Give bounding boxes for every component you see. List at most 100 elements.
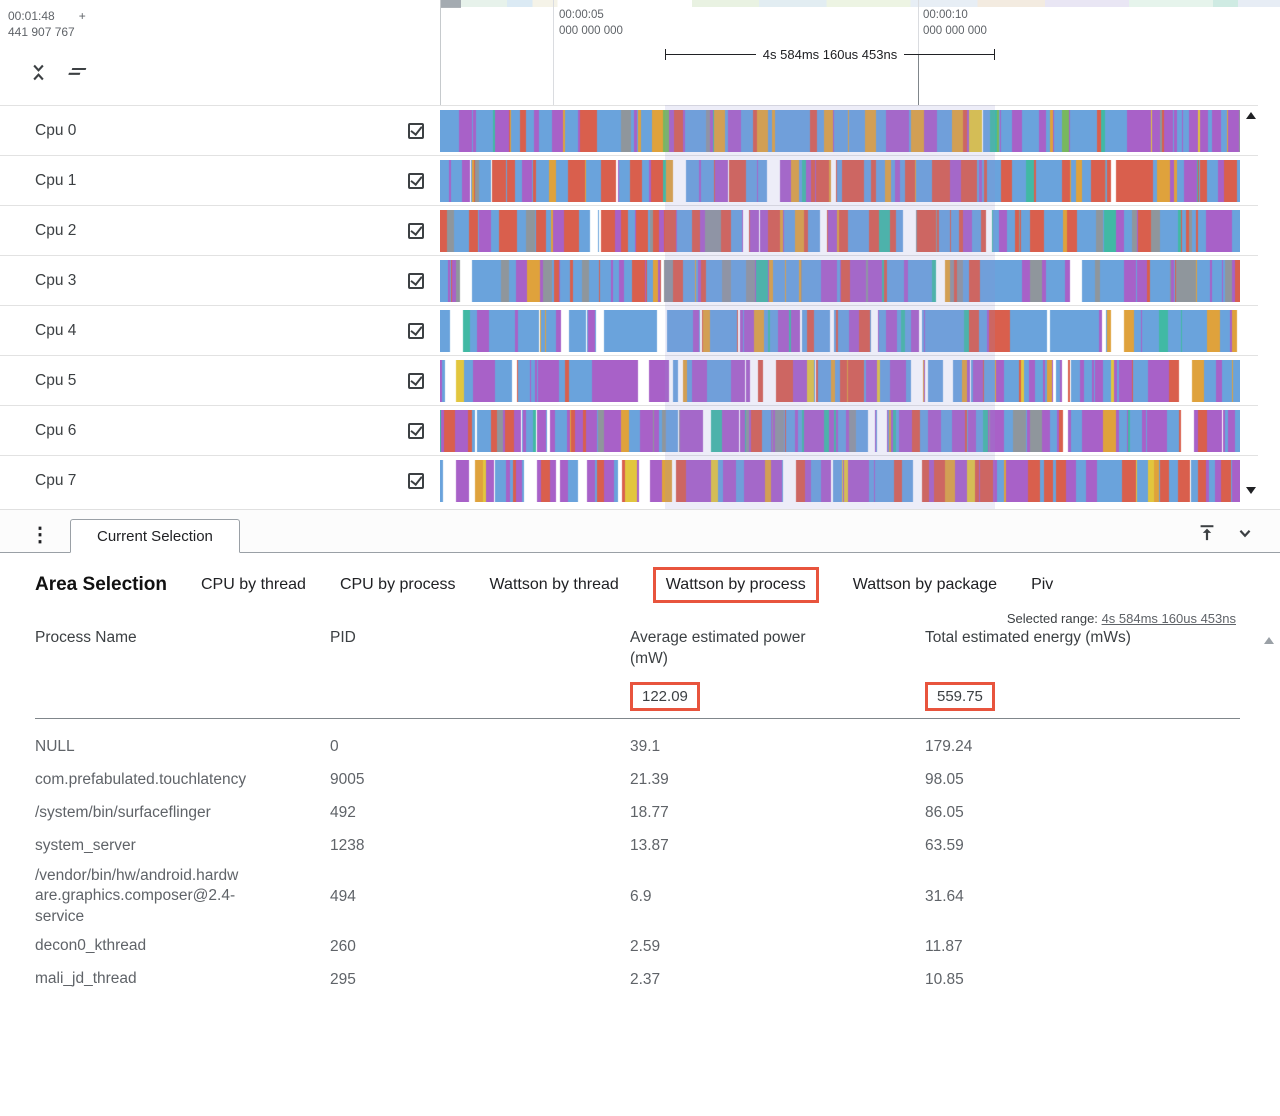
detail-tab[interactable]: Wattson by process bbox=[652, 567, 819, 603]
track-title: Cpu 3 bbox=[35, 271, 77, 289]
details-scrollbar[interactable] bbox=[1262, 633, 1277, 1112]
total-energy: 179.24 bbox=[925, 738, 973, 756]
process-name: NULL bbox=[35, 738, 75, 756]
table-row[interactable]: NULL 0 39.1 179.24 bbox=[35, 731, 1240, 764]
process-name: /system/bin/surfaceflinger bbox=[35, 804, 211, 822]
total-energy: 86.05 bbox=[925, 804, 964, 822]
track-title: Cpu 5 bbox=[35, 371, 77, 389]
track-title: Cpu 0 bbox=[35, 121, 77, 139]
track-row[interactable]: Cpu 4 bbox=[0, 305, 1258, 355]
pid: 260 bbox=[330, 937, 356, 955]
table-header-row: Process Name PID Average estimated power… bbox=[35, 628, 1240, 670]
table-row[interactable]: com.prefabulated.touchlatency 9005 21.39 98… bbox=[35, 764, 1240, 797]
avg-power: 18.77 bbox=[630, 804, 669, 822]
col-pid[interactable]: PID bbox=[330, 629, 356, 646]
track-visibility-checkbox[interactable] bbox=[408, 372, 424, 389]
cpu-track-canvas[interactable] bbox=[440, 209, 1240, 252]
cpu-track-canvas[interactable] bbox=[440, 309, 1240, 352]
tab-current-selection[interactable]: Current Selection bbox=[70, 519, 240, 553]
track-row[interactable]: Cpu 6 bbox=[0, 405, 1258, 455]
time-tick-marker bbox=[918, 54, 919, 105]
selected-range-value[interactable]: 4s 584ms 160us 453ns bbox=[1101, 611, 1236, 626]
cpu-track-canvas[interactable] bbox=[440, 109, 1240, 152]
track-row[interactable]: Cpu 3 bbox=[0, 255, 1258, 305]
total-avg-power-badge: 122.09 bbox=[630, 681, 700, 711]
table-row[interactable]: /system/bin/surfaceflinger 492 18.77 86.05 bbox=[35, 797, 1240, 830]
drag-handle-icon[interactable]: ⋮ bbox=[30, 524, 50, 546]
detail-tab[interactable]: CPU by thread bbox=[201, 576, 306, 593]
total-energy: 31.64 bbox=[925, 887, 964, 905]
table-row[interactable]: decon0_kthread 260 2.59 11.87 bbox=[35, 930, 1240, 963]
area-selection-overlay[interactable] bbox=[665, 105, 995, 509]
expand-panel-icon[interactable] bbox=[1196, 522, 1218, 544]
avg-power: 2.37 bbox=[630, 970, 661, 988]
selection-duration-label: 4s 584ms 160us 453ns bbox=[762, 47, 898, 62]
table-row[interactable]: /vendor/bin/hw/android.hardw are.graphic… bbox=[35, 863, 1240, 930]
details-panel: Area Selection CPU by thread CPU by proce… bbox=[0, 553, 1280, 1116]
total-energy: 98.05 bbox=[925, 771, 964, 789]
process-name: /vendor/bin/hw/android.hardw are.graphic… bbox=[35, 866, 239, 925]
track-row[interactable]: Cpu 5 bbox=[0, 355, 1258, 405]
track-visibility-checkbox[interactable] bbox=[408, 272, 424, 289]
track-row[interactable]: Cpu 2 bbox=[0, 205, 1258, 255]
cpu-track-canvas[interactable] bbox=[440, 359, 1240, 402]
avg-power: 39.1 bbox=[630, 738, 661, 756]
scroll-up-icon[interactable] bbox=[1264, 637, 1274, 644]
scroll-up-icon[interactable] bbox=[1246, 112, 1256, 119]
pid: 9005 bbox=[330, 771, 365, 789]
total-energy: 11.87 bbox=[925, 937, 963, 955]
pid: 0 bbox=[330, 738, 339, 756]
process-name: decon0_kthread bbox=[35, 937, 147, 955]
total-energy: 10.85 bbox=[925, 970, 964, 988]
track-visibility-checkbox[interactable] bbox=[408, 322, 424, 339]
table-totals-row: 122.09 559.75 bbox=[35, 681, 1240, 711]
col-total-energy[interactable]: Total estimated energy (mWs) bbox=[925, 629, 1131, 646]
track-row[interactable]: Cpu 1 bbox=[0, 155, 1258, 205]
process-name: mali_jd_thread bbox=[35, 970, 137, 988]
detail-tab[interactable]: Piv bbox=[1031, 576, 1054, 593]
pid: 494 bbox=[330, 887, 356, 905]
detail-tab[interactable]: Wattson by package bbox=[852, 576, 998, 593]
avg-power: 21.39 bbox=[630, 771, 669, 789]
scroll-down-icon[interactable] bbox=[1246, 487, 1256, 494]
track-visibility-checkbox[interactable] bbox=[408, 422, 424, 439]
selection-duration-bracket: 4s 584ms 160us 453ns bbox=[665, 47, 995, 62]
pid: 295 bbox=[330, 970, 356, 988]
cpu-track-canvas[interactable] bbox=[440, 409, 1240, 452]
process-name: system_server bbox=[35, 837, 136, 855]
clock-offset: 441 907 767 bbox=[8, 25, 75, 40]
track-visibility-checkbox[interactable] bbox=[408, 472, 424, 489]
pid: 1238 bbox=[330, 837, 365, 855]
selected-range-line: Selected range: 4s 584ms 160us 453ns bbox=[0, 603, 1280, 626]
clock-time: 00:01:48 bbox=[8, 9, 55, 23]
collapse-panel-icon[interactable] bbox=[1234, 522, 1256, 544]
detail-tab[interactable]: Wattson by thread bbox=[489, 576, 619, 593]
table-separator bbox=[35, 717, 1240, 719]
cpu-track-canvas[interactable] bbox=[440, 159, 1240, 202]
minimap-viewport-handle[interactable] bbox=[441, 0, 461, 8]
time-tick-label: 00:00:10 000 000 000 bbox=[923, 9, 987, 37]
detail-tab[interactable]: CPU by process bbox=[339, 576, 456, 593]
cpu-track-canvas[interactable] bbox=[440, 459, 1240, 502]
table-row[interactable]: mali_jd_thread 295 2.37 10.85 bbox=[35, 963, 1240, 996]
track-visibility-checkbox[interactable] bbox=[408, 172, 424, 189]
track-row[interactable]: Cpu 7 bbox=[0, 455, 1258, 505]
selected-range-label: Selected range: bbox=[1006, 611, 1098, 626]
table-row[interactable]: system_server 1238 13.87 63.59 bbox=[35, 830, 1240, 863]
track-title: Cpu 7 bbox=[35, 471, 77, 489]
overview-minimap[interactable] bbox=[440, 0, 1280, 7]
trace-clock: 00:01:48 + 441 907 767 bbox=[8, 8, 86, 40]
col-process-name[interactable]: Process Name bbox=[35, 629, 137, 646]
col-avg-power[interactable]: Average estimated power (mW) bbox=[630, 629, 806, 667]
sort-tracks-icon[interactable] bbox=[65, 62, 87, 83]
total-energy: 63.59 bbox=[925, 837, 964, 855]
cpu-track-canvas[interactable] bbox=[440, 259, 1240, 302]
track-panel-divider bbox=[440, 0, 441, 105]
track-visibility-checkbox[interactable] bbox=[408, 222, 424, 239]
track-row[interactable]: Cpu 0 bbox=[0, 105, 1258, 155]
track-visibility-checkbox[interactable] bbox=[408, 122, 424, 139]
avg-power: 13.87 bbox=[630, 837, 669, 855]
collapse-tracks-icon[interactable] bbox=[28, 62, 49, 83]
time-gridline bbox=[918, 0, 919, 105]
